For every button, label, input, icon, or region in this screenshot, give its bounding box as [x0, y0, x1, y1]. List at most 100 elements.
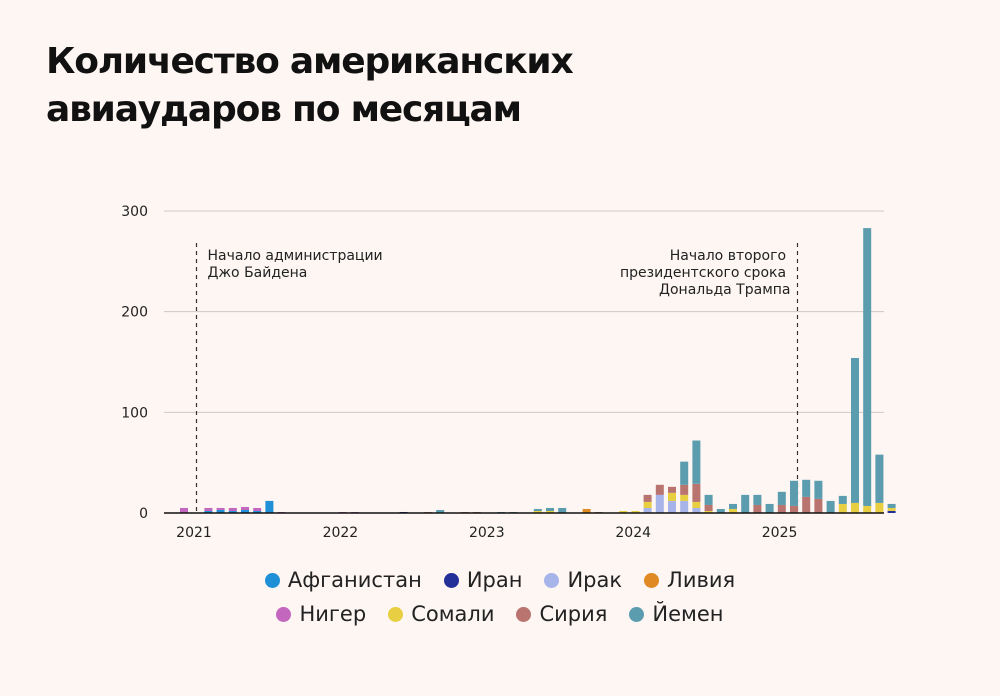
legend-item: Нигер — [276, 602, 366, 626]
bar-segment — [814, 480, 823, 499]
bar-segment — [753, 504, 762, 513]
legend-swatch — [544, 572, 560, 588]
legend-swatch — [629, 606, 645, 622]
chart-title: Количество американских авиаударов по ме… — [46, 38, 666, 134]
reference-lines: Начало администрации Джо Байдена Начало … — [195, 243, 799, 513]
bar-segment — [790, 505, 798, 513]
bar-segment — [863, 228, 872, 506]
legend-label: Сирия — [539, 602, 608, 626]
legend-label: Нигер — [299, 602, 367, 626]
legend-row-2: Нигер Сомали Сирия Йемен — [0, 602, 1000, 626]
bar-segment — [802, 496, 811, 513]
bar-segment — [180, 507, 188, 513]
bar-segment — [228, 510, 237, 513]
bar-segment — [704, 510, 713, 513]
bar-segment — [668, 492, 676, 501]
bar-segment — [704, 494, 713, 505]
bar-segment — [253, 507, 262, 511]
y-tick-label: 100 — [121, 405, 148, 421]
legend-swatch — [516, 606, 532, 622]
x-tick-label: 2022 — [323, 525, 359, 541]
legend-label: Ирак — [567, 568, 623, 592]
bar-segment — [265, 500, 274, 513]
bar-segment — [887, 503, 896, 508]
bar-segment — [777, 491, 786, 505]
chart-title-line-2: авиаударов по месяцам — [46, 89, 522, 130]
legend-label: Йемен — [652, 602, 724, 626]
x-tick-label: 2024 — [615, 525, 651, 541]
bar-segment — [741, 494, 750, 513]
bar-segment — [253, 510, 262, 513]
legend-item: Афганистан — [264, 568, 422, 592]
bar-segment — [643, 507, 652, 513]
bar-segment — [704, 504, 713, 511]
y-axis-tick-labels: 0 100 200 300 — [121, 204, 148, 522]
bar-segment — [838, 503, 847, 513]
y-tick-label: 0 — [139, 506, 148, 522]
bar-series — [180, 228, 896, 513]
bar-segment — [716, 508, 725, 513]
legend-item: Ливия — [644, 568, 735, 592]
legend-swatch — [388, 606, 404, 622]
bar-segment — [863, 505, 872, 513]
trump-annotation: Начало второго президентского срока Дона… — [620, 248, 791, 298]
bar-segment — [436, 509, 445, 513]
bar-segment — [851, 502, 859, 513]
bar-segment — [875, 502, 884, 513]
bar-segment — [729, 508, 737, 513]
legend-item: Йемен — [629, 602, 724, 626]
bar-segment — [753, 494, 762, 505]
bar-segment — [887, 507, 896, 511]
bar-segment — [851, 357, 859, 503]
trump-annotation-line-2: президентского срока — [620, 265, 786, 281]
bar-segment — [643, 501, 652, 508]
x-tick-label: 2021 — [176, 525, 212, 541]
bar-segment — [582, 508, 591, 513]
x-tick-label: 2023 — [469, 525, 505, 541]
bar-segment — [558, 507, 567, 513]
legend-swatch — [276, 606, 292, 622]
legend-item: Ирак — [544, 568, 622, 592]
trump-annotation-line-3: Дональда Трампа — [659, 282, 790, 298]
bar-segment — [814, 498, 823, 513]
bar-segment — [216, 509, 225, 513]
legend-swatch — [644, 572, 660, 588]
bar-segment — [631, 510, 640, 513]
bar-segment — [729, 503, 737, 509]
legend-item: Иран — [443, 568, 523, 592]
biden-annotation-line-1: Начало администрации — [208, 248, 383, 264]
legend-item: Сомали — [388, 602, 494, 626]
bar-segment — [216, 507, 225, 510]
stacked-bar-chart: 0 100 200 300 2021 2022 2023 2024 2025 Начало а… — [121, 204, 896, 541]
bar-segment — [533, 508, 542, 511]
y-tick-label: 200 — [121, 305, 148, 321]
chart-title-line-1: Количество американских — [46, 41, 574, 82]
bar-segment — [680, 484, 689, 495]
bar-segment — [668, 486, 676, 493]
bar-segment — [692, 501, 701, 508]
bar-segment — [680, 494, 689, 501]
legend-swatch — [264, 572, 280, 588]
bar-segment — [826, 500, 835, 513]
legend-label: Ливия — [667, 568, 736, 592]
bar-segment — [228, 507, 237, 511]
bar-segment — [692, 507, 701, 513]
bar-segment — [790, 480, 798, 506]
legend-label: Иран — [466, 568, 523, 592]
bar-segment — [546, 507, 554, 511]
bar-segment — [887, 510, 896, 513]
x-tick-label: 2025 — [762, 525, 798, 541]
bar-segment — [802, 479, 811, 497]
bar-segment — [680, 500, 689, 513]
bar-segment — [680, 461, 689, 485]
bar-segment — [204, 507, 213, 511]
bar-segment — [643, 494, 652, 502]
trump-annotation-line-1: Начало второго — [670, 248, 786, 264]
bar-segment — [692, 440, 701, 484]
bar-segment — [619, 510, 628, 513]
legend-swatch — [443, 572, 459, 588]
bar-segment — [668, 500, 676, 513]
biden-annotation-line-2: Джо Байдена — [208, 265, 308, 281]
bar-segment — [692, 483, 701, 502]
legend-item: Сирия — [516, 602, 607, 626]
